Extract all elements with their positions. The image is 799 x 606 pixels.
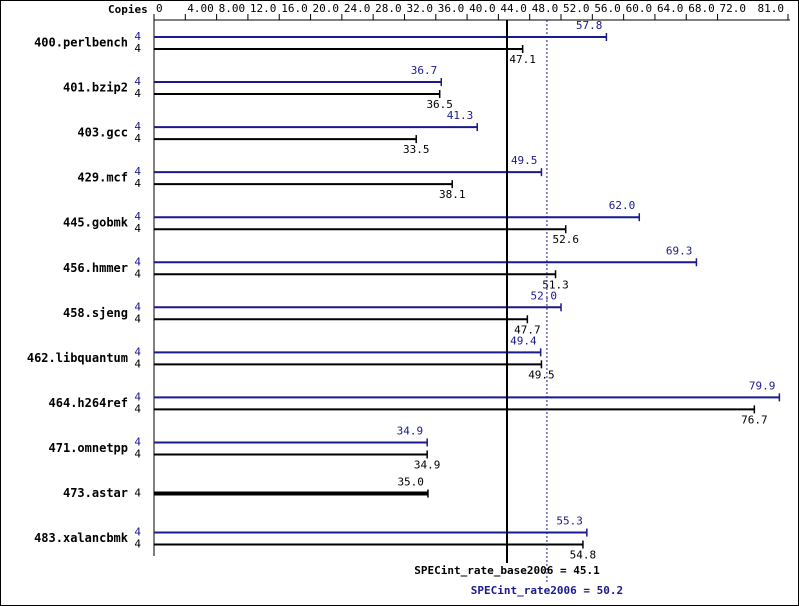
category-label: 401.bzip2: [63, 81, 128, 95]
axis-title: Copies: [108, 3, 148, 16]
category-label: 456.hmmer: [63, 261, 128, 275]
x-tick-label: 64.0: [657, 2, 684, 15]
value-label: 34.9: [414, 458, 441, 471]
value-label: 57.8: [576, 19, 603, 32]
copies-label: 4: [134, 267, 141, 280]
value-label: 49.5: [528, 368, 555, 381]
category-label: 445.gobmk: [63, 216, 129, 230]
value-label: 54.8: [570, 549, 597, 562]
category-label: 462.libquantum: [27, 351, 128, 365]
x-tick-label: 24.0: [344, 2, 371, 15]
copies-label: 4: [134, 87, 141, 100]
x-tick-label: 72.0: [720, 2, 747, 15]
x-tick-label: 20.0: [313, 2, 340, 15]
copies-label: 4: [134, 390, 141, 403]
x-tick-label: 40.0: [469, 2, 496, 15]
x-tick-label: 4.00: [187, 2, 214, 15]
value-label: 51.3: [542, 278, 569, 291]
reference-label: SPECint_rate_base2006 = 45.1: [414, 564, 600, 577]
copies-label: 4: [134, 222, 141, 235]
copies-label: 4: [134, 132, 141, 145]
x-tick-label: 68.0: [688, 2, 715, 15]
copies-label: 4: [134, 538, 141, 551]
value-label: 41.3: [447, 109, 474, 122]
category-label: 464.h264ref: [49, 396, 128, 410]
value-label: 49.4: [510, 334, 537, 347]
copies-label: 4: [134, 42, 141, 55]
copies-label: 4: [134, 255, 141, 268]
copies-label: 4: [134, 177, 141, 190]
copies-label: 4: [134, 30, 141, 43]
value-label: 36.7: [411, 64, 438, 77]
category-label: 400.perlbench: [34, 36, 128, 50]
value-label: 69.3: [666, 244, 693, 257]
value-label: 79.9: [749, 379, 776, 392]
value-label: 47.7: [514, 323, 541, 336]
copies-label: 4: [134, 435, 141, 448]
copies-label: 4: [134, 312, 141, 325]
value-label: 33.5: [403, 143, 430, 156]
x-tick-label: 60.0: [626, 2, 653, 15]
category-label: 403.gcc: [77, 126, 128, 140]
x-tick-label: 0: [156, 2, 163, 15]
x-tick-label: 12.0: [250, 2, 276, 15]
copies-label: 4: [134, 210, 141, 223]
value-label: 38.1: [439, 188, 466, 201]
value-label: 55.3: [556, 515, 583, 528]
x-tick-label: 56.0: [594, 2, 621, 15]
copies-label: 4: [134, 165, 141, 178]
copies-label: 4: [134, 357, 141, 370]
x-tick-label: 28.0: [375, 2, 402, 15]
x-tick-label: 48.0: [532, 2, 559, 15]
value-label: 36.5: [426, 98, 453, 111]
copies-label: 4: [134, 526, 141, 539]
category-label: 471.omnetpp: [49, 441, 128, 455]
x-tick-label: 81.0: [758, 2, 785, 15]
copies-label: 4: [134, 75, 141, 88]
x-tick-label: 44.0: [500, 2, 526, 15]
x-tick-label: 16.0: [281, 2, 308, 15]
copies-label: 4: [134, 120, 141, 133]
copies-label: 4: [134, 447, 141, 460]
category-label: 429.mcf: [77, 171, 128, 185]
value-label: 62.0: [609, 199, 636, 212]
category-label: 458.sjeng: [63, 306, 128, 320]
value-label: 35.0: [397, 476, 424, 489]
category-label: 473.astar: [63, 486, 128, 500]
reference-label: SPECint_rate2006 = 50.2: [471, 584, 623, 597]
x-tick-label: 36.0: [438, 2, 465, 15]
value-label: 52.6: [552, 233, 579, 246]
category-label: 483.xalancbmk: [34, 531, 129, 545]
copies-label: 4: [134, 345, 141, 358]
x-tick-label: 52.0: [563, 2, 590, 15]
copies-label: 4: [134, 402, 141, 415]
value-label: 76.7: [741, 413, 768, 426]
value-label: 52.0: [531, 289, 558, 302]
value-label: 49.5: [511, 154, 538, 167]
copies-label: 4: [134, 300, 141, 313]
value-label: 34.9: [397, 424, 424, 437]
x-tick-label: 8.00: [219, 2, 246, 15]
value-label: 47.1: [509, 53, 536, 66]
x-tick-label: 32.0: [406, 2, 433, 15]
copies-label: 4: [134, 487, 141, 500]
